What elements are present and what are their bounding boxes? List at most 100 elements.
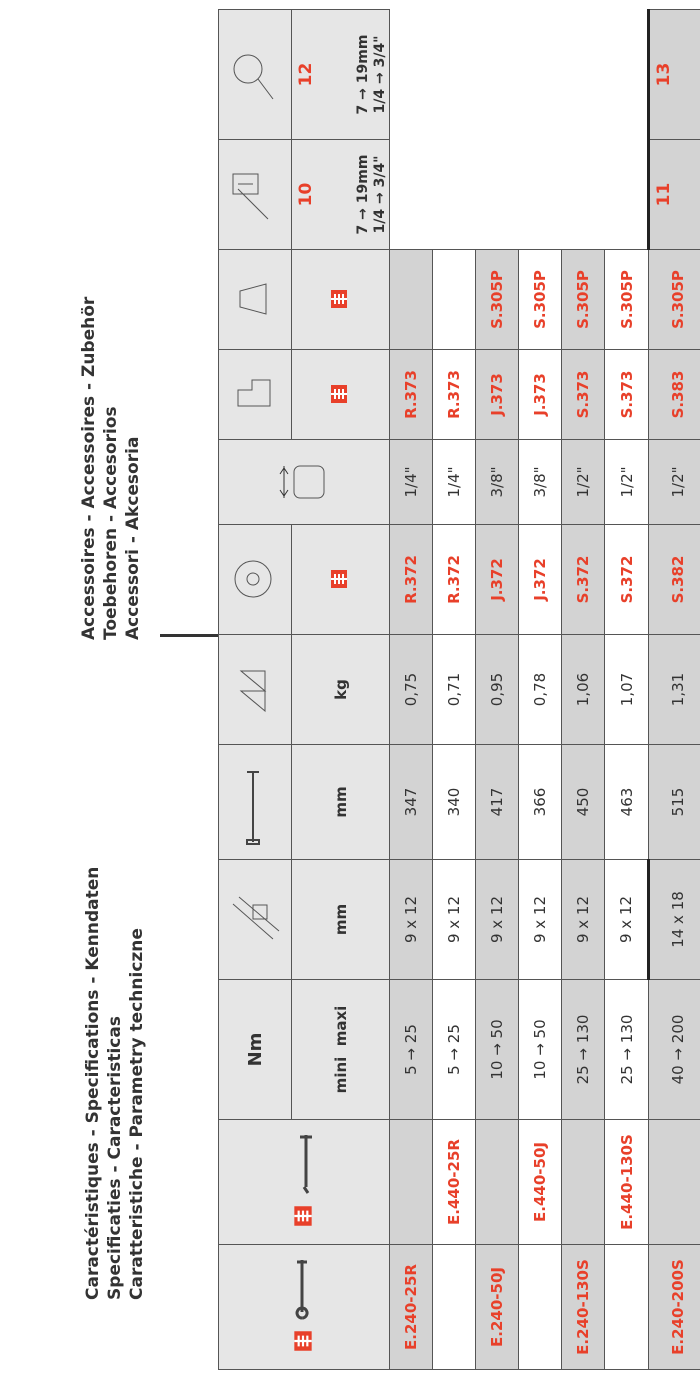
cell-adapter: S.373 (604, 349, 649, 440)
title-line: Toebehoren - Accesorios (101, 406, 121, 640)
kg-header: kg (291, 634, 390, 745)
cell-adapter: S.383 (648, 349, 700, 440)
cell-nm: 10 → 50 (518, 979, 562, 1120)
length-mm-header: mm (291, 744, 390, 860)
icon-cell (218, 139, 292, 250)
cell-ratchet: S.372 (604, 524, 649, 635)
table-row: E.440-130S 25 → 130 9 x 12 463 1,07 S.372 1/2"… (604, 10, 649, 1370)
cell-adapter: R.373 (432, 349, 476, 440)
cell-m240: E.240-25R (389, 1244, 433, 1370)
cell-ratchet: S.382 (648, 524, 700, 635)
cell-extension: S.305P (648, 249, 700, 350)
nm-header: Nm (218, 979, 292, 1120)
cell-m240: E.240-50J (475, 1244, 519, 1370)
logo-cell (291, 249, 390, 350)
wrench-icon (293, 1260, 313, 1352)
title-line: Specificaties - Caracteristicas (105, 1016, 125, 1300)
cell-extension: S.305P (518, 249, 562, 350)
range-label: 13 (654, 62, 674, 87)
icon-cell (218, 1244, 390, 1370)
weight-icon (239, 671, 267, 713)
cell-square: 1/4" (389, 439, 433, 525)
icon-cell (218, 634, 292, 745)
cell-ratchet: R.372 (389, 524, 433, 635)
icon-cell (218, 9, 292, 140)
cell-square: 1/2" (604, 439, 649, 525)
icon-cell (218, 524, 292, 635)
cell-ratchet: J.372 (518, 524, 562, 635)
cell-nm: 40 → 200 (648, 979, 700, 1120)
cell-adapter: J.373 (518, 349, 562, 440)
cell-ratchet: J.372 (475, 524, 519, 635)
table-body: E.240-25R 5 → 25 9 x 12 347 0,75 R.372 1/4" R.3… (389, 9, 700, 1370)
cell-adapter: R.373 (389, 349, 433, 440)
cell-head: 9 x 12 (475, 859, 519, 980)
table-row: E.240-130S 25 → 130 9 x 12 450 1,06 S.372 1/2"… (561, 10, 605, 1370)
range-cell: 10 7 → 19mm 1/4 → 3/4" (291, 139, 390, 250)
cell-head: 9 x 12 (518, 859, 562, 980)
icon-cell (218, 349, 292, 440)
logo-cell (291, 349, 390, 440)
cell-length: 366 (518, 744, 562, 860)
cell-extension: S.305P (561, 249, 605, 350)
cell-square: 1/2" (561, 439, 605, 525)
cell-kg: 1,31 (648, 634, 700, 745)
table-row: E.440-50J 10 → 50 9 x 12 366 0,78 J.372 3/8" J.… (518, 10, 562, 1370)
cell-ratchet: R.372 (432, 524, 476, 635)
cell-kg: 0,75 (389, 634, 433, 745)
mini-maxi-header: mini maxi (291, 979, 390, 1120)
cell-m240: E.240-200S (648, 1244, 700, 1370)
square-icon (279, 465, 325, 499)
cell-m240 (604, 1244, 649, 1370)
cell-adapter: J.373 (475, 349, 519, 440)
head-icon (232, 897, 280, 940)
cell-m240 (518, 1244, 562, 1370)
title-line: Caractéristiques - Specifications - Kenn… (83, 866, 103, 1300)
cell-extension: S.305P (604, 249, 649, 350)
logo-cell (291, 524, 390, 635)
cell-m440: E.440-25R (432, 1119, 476, 1245)
cell-head: 9 x 12 (389, 859, 433, 980)
cell-nm: 25 → 130 (561, 979, 605, 1120)
range-line: 1/4 → 3/4" (372, 35, 388, 114)
logo (327, 568, 351, 592)
spanner-icon (232, 174, 269, 220)
range-label: 10 (296, 182, 316, 207)
range-cell: 1313 → 36mm1/2 →1"7/16 (648, 9, 700, 140)
range-label: 11 (654, 182, 674, 207)
cell-head: 9 x 12 (561, 859, 605, 980)
icon-cell (218, 249, 292, 350)
cell-nm: 5 → 25 (432, 979, 476, 1120)
cell-extension (389, 249, 433, 350)
cell-adapter: S.373 (561, 349, 605, 440)
head-mm-header: mm (291, 859, 390, 980)
icon-cell (218, 744, 292, 860)
cell-head: 9 x 12 (432, 859, 476, 980)
cell-m440 (475, 1119, 519, 1245)
cell-head: 14 x 18 (648, 859, 700, 980)
cell-m440: E.440-50J (518, 1119, 562, 1245)
cell-m440 (561, 1119, 605, 1245)
cell-kg: 0,78 (518, 634, 562, 745)
cell-head: 9 x 12 (604, 859, 649, 980)
length-icon (246, 771, 260, 845)
spec-titles: Caractéristiques - Specifications - Kenn… (82, 867, 148, 1300)
cell-length: 450 (561, 744, 605, 860)
accessory-titles: Accessoires - Accessoires - Zubehör Toeb… (78, 297, 144, 640)
cell-nm: 10 → 50 (475, 979, 519, 1120)
cell-square: 3/8" (518, 439, 562, 525)
cell-nm: 25 → 130 (604, 979, 649, 1120)
range-line: 1/4 → 3/4" (372, 155, 388, 234)
divider (160, 634, 220, 637)
title-line: Accessori - Akcesoria (123, 436, 143, 640)
cell-extension (432, 249, 476, 350)
cell-length: 417 (475, 744, 519, 860)
cell-ratchet: S.372 (561, 524, 605, 635)
cell-m240: E.240-130S (561, 1244, 605, 1370)
cell-kg: 1,07 (604, 634, 649, 745)
cell-square: 1/2" (648, 439, 700, 525)
table-row: E.240-50J 10 → 50 9 x 12 417 0,95 J.372 3/8" J.… (475, 10, 519, 1370)
